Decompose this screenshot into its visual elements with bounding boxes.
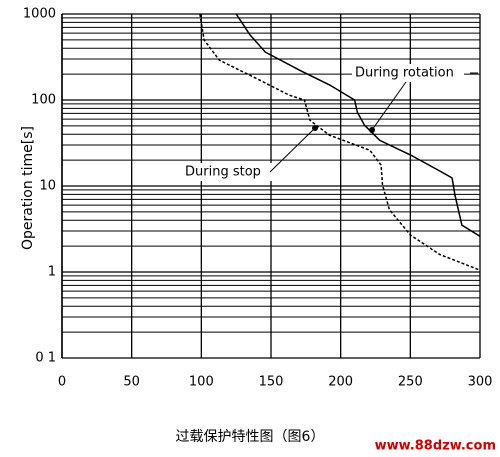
label-bg [182,163,294,181]
caption: 过载保护特性图（图6） [176,429,325,445]
watermark: www.88dzw.com [375,439,496,454]
line-series [235,13,481,237]
y-tick-label: 100 [31,93,56,108]
x-tick-label: 150 [259,375,284,390]
callout-dot [369,127,375,133]
y-tick-label: 1000 [23,7,56,22]
y-tick-label: 0 1 [35,351,56,366]
callout-line [269,127,316,173]
x-tick-label: 250 [398,375,423,390]
series-label: During stop [185,165,261,180]
x-tick-label: 100 [189,375,214,390]
callout-dot [312,125,318,131]
y-tick-label: 10 [39,179,56,194]
x-tick-label: 300 [468,375,493,390]
x-tick-label: 200 [328,375,353,390]
x-tick-label: 0 [58,375,66,390]
series-label: During rotation [355,66,454,81]
x-tick-label: 50 [123,375,140,390]
label-bg [352,64,464,82]
callout-line [371,81,407,131]
y-tick-label: 1 [48,265,56,280]
line-series [199,13,481,271]
y-axis-label: Operation time[s] [20,126,36,250]
